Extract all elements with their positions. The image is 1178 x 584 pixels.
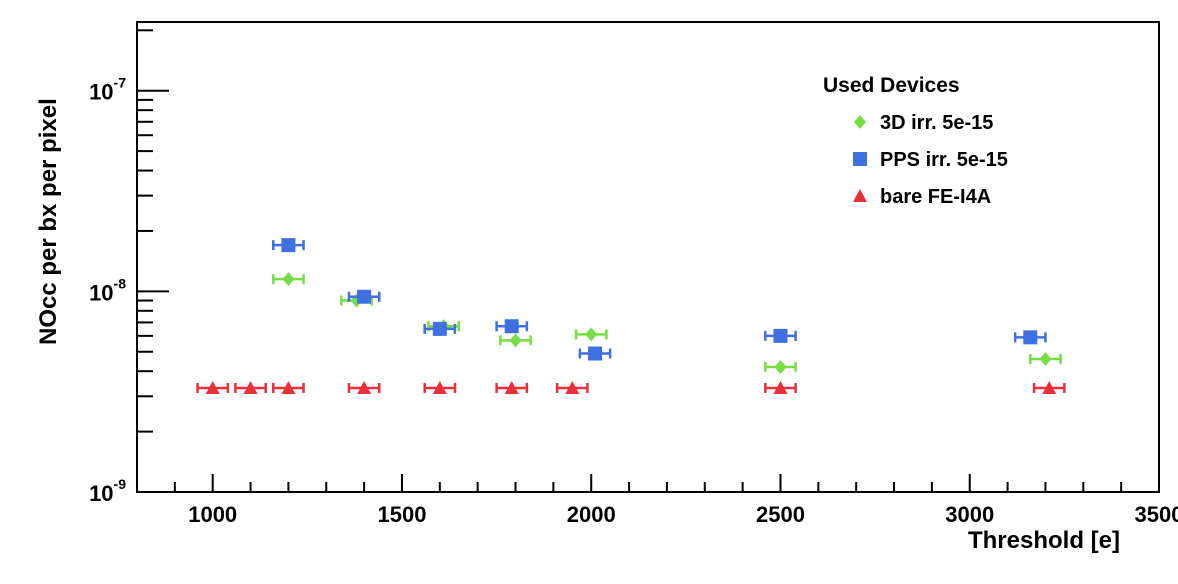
data-points xyxy=(196,238,1066,394)
x-tick-label: 3500 xyxy=(1135,502,1178,527)
point-marker xyxy=(565,380,580,394)
x-axis-title: Threshold [e] xyxy=(968,527,1120,554)
data-point xyxy=(1032,380,1066,394)
point-marker xyxy=(585,327,598,342)
x-tick-label: 2500 xyxy=(756,502,805,527)
data-point xyxy=(764,328,797,343)
point-marker xyxy=(504,319,519,334)
x-tick-label: 1000 xyxy=(188,502,237,527)
x-tick-label: 2000 xyxy=(567,502,616,527)
data-point xyxy=(234,380,267,394)
y-axis: 10-9 10-8 10-7 xyxy=(89,29,169,506)
data-point xyxy=(495,319,529,334)
point-marker xyxy=(588,346,603,361)
point-marker xyxy=(243,380,258,394)
data-point xyxy=(499,333,532,348)
y-tick-label: 10-9 xyxy=(89,476,126,506)
point-marker xyxy=(432,321,447,336)
point-marker xyxy=(773,328,788,343)
data-point xyxy=(196,380,230,394)
point-marker xyxy=(357,289,372,304)
point-marker xyxy=(1023,330,1038,345)
point-marker xyxy=(773,380,788,394)
y-tick-label: 10-8 xyxy=(89,275,126,305)
data-point xyxy=(764,359,797,374)
x-axis: 1000 1500 2000 2500 3000 3500 xyxy=(136,474,1178,527)
data-point xyxy=(423,380,457,394)
legend: Used Devices 3D irr. 5e-15 PPS irr. 5e-15… xyxy=(823,74,1008,208)
data-point xyxy=(1029,352,1062,367)
data-point xyxy=(578,346,612,361)
y-axis-title: NOcc per bx per pixel xyxy=(35,98,62,345)
data-point xyxy=(272,238,305,253)
data-point xyxy=(272,272,305,287)
legend-label: bare FE-I4A xyxy=(880,186,991,208)
point-marker xyxy=(509,333,522,348)
y-tick-label: 10-7 xyxy=(89,75,126,105)
legend-label: 3D irr. 5e-15 xyxy=(880,112,993,134)
point-marker xyxy=(1042,380,1057,394)
legend-marker xyxy=(854,115,866,129)
data-point xyxy=(347,289,381,304)
x-tick-label: 1500 xyxy=(377,502,426,527)
point-marker xyxy=(282,272,295,287)
point-marker xyxy=(357,380,372,394)
x-tick-label: 3000 xyxy=(945,502,994,527)
point-marker xyxy=(205,380,220,394)
legend-marker xyxy=(853,152,867,166)
point-marker xyxy=(504,380,519,394)
point-marker xyxy=(774,359,787,374)
data-point xyxy=(495,380,529,394)
data-point xyxy=(272,380,305,394)
plot-frame xyxy=(136,21,1160,493)
legend-title: Used Devices xyxy=(823,74,960,97)
data-point xyxy=(574,327,608,342)
point-marker xyxy=(281,238,296,253)
data-point xyxy=(764,380,797,394)
data-point xyxy=(1013,330,1047,345)
data-point xyxy=(555,380,589,394)
legend-label: PPS irr. 5e-15 xyxy=(880,149,1008,171)
point-marker xyxy=(432,380,447,394)
data-point xyxy=(347,380,381,394)
point-marker xyxy=(281,380,296,394)
data-point xyxy=(423,321,457,336)
legend-marker xyxy=(853,189,867,202)
point-marker xyxy=(1039,352,1052,367)
